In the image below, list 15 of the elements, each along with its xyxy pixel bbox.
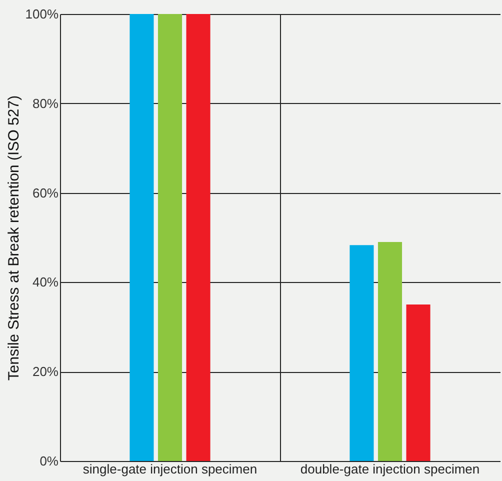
y-tick-label: 20% — [32, 364, 59, 380]
y-axis-title: Tensile Stress at Break retention (ISO 527) — [5, 95, 22, 381]
bar — [350, 245, 374, 461]
x-tick-label: single-gate injection specimen — [82, 462, 258, 476]
y-tick-label: 80% — [32, 96, 59, 111]
bar — [130, 14, 154, 461]
bar — [406, 304, 430, 461]
y-tick-label: 40% — [32, 274, 59, 290]
bar — [378, 242, 402, 461]
y-tick-label: 60% — [32, 185, 59, 200]
y-tick-label: 0% — [40, 454, 59, 468]
x-tick-label: double-gate injection specimen — [300, 462, 480, 476]
bar — [186, 14, 210, 461]
bar — [158, 14, 182, 461]
y-tick-label: 100% — [25, 6, 59, 22]
